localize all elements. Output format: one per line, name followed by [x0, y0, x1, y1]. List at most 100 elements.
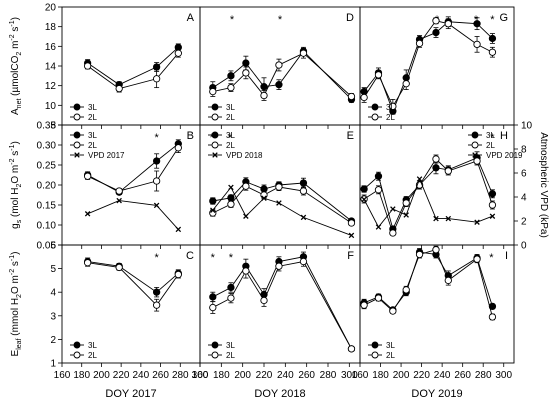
legend-marker — [73, 351, 81, 359]
vpd-marker — [474, 219, 480, 225]
panel-letter: I — [505, 250, 508, 262]
y-axis-label-anet: Anet (µmolCO2 m-2 s-1) — [9, 17, 23, 115]
marker-2L — [299, 187, 308, 195]
panel-letter: E — [347, 130, 354, 142]
marker-3L — [488, 34, 497, 43]
marker-2L — [227, 83, 235, 92]
vpd-tick-label: 4 — [521, 193, 527, 204]
marker-2L — [347, 345, 356, 353]
legend-marker — [211, 103, 219, 111]
legend-marker — [371, 351, 379, 359]
vpd-tick-label: 6 — [521, 169, 527, 180]
significance-star: * — [490, 132, 495, 144]
legend-label: 2L — [88, 113, 97, 122]
significance-star: * — [154, 132, 159, 144]
legend-label: 2L — [226, 351, 235, 360]
marker-2L — [115, 187, 123, 195]
marker-2L — [432, 246, 440, 254]
x-tick-label: 240 — [434, 370, 451, 381]
marker-2L — [347, 219, 356, 227]
marker-2L — [473, 157, 481, 165]
legend-marker — [371, 341, 379, 349]
vpd-marker — [390, 206, 396, 212]
y-tick-label-anet: 20 — [45, 3, 57, 14]
legend-marker — [73, 341, 81, 349]
series-line — [363, 20, 493, 108]
legend-label: 2L — [486, 141, 495, 150]
y-tick-label-gs: 0.20 — [37, 181, 57, 192]
x-tick-label: 200 — [93, 370, 110, 381]
series-line — [363, 157, 493, 231]
x-tick-label: 180 — [372, 370, 389, 381]
marker-2L — [209, 303, 217, 312]
legend-label: 3L — [226, 131, 235, 140]
panel-frame — [359, 244, 515, 364]
marker-2L — [174, 144, 182, 152]
vpd-marker — [261, 195, 267, 201]
legend-label: 2L — [386, 113, 395, 122]
y-tick-label-anet: 12 — [45, 81, 57, 92]
vpd-marker — [433, 215, 439, 222]
vpd-marker — [175, 226, 182, 233]
marker-2L — [275, 262, 283, 270]
marker-3L — [488, 190, 497, 198]
legend-marker — [73, 141, 81, 149]
x-tick-label: 300 — [495, 370, 512, 381]
marker-2L — [275, 61, 283, 69]
y-tick-label-anet: 16 — [45, 42, 57, 53]
marker-3L — [432, 28, 440, 37]
legend-label: 2L — [386, 351, 395, 360]
marker-2L — [402, 199, 410, 207]
marker-2L — [209, 87, 217, 96]
marker-2L — [83, 62, 92, 70]
legend-marker — [73, 131, 81, 139]
marker-2L — [488, 313, 497, 321]
vpd-marker — [276, 200, 282, 206]
significance-star: * — [490, 14, 495, 26]
marker-3L — [227, 72, 235, 80]
series-line — [363, 177, 493, 228]
marker-2L — [360, 301, 368, 309]
legend-label: VPD 2018 — [226, 151, 263, 160]
panel-letter: D — [346, 12, 354, 24]
y-tick-label-eleaf: 3 — [50, 311, 56, 322]
significance-star: * — [278, 14, 283, 26]
marker-2L — [242, 69, 250, 77]
legend-marker-vpd — [472, 152, 478, 158]
marker-2L — [488, 48, 497, 56]
marker-2L — [115, 84, 123, 93]
y-tick-label-eleaf: 2 — [50, 335, 56, 346]
x-tick-label: 200 — [234, 370, 251, 381]
series-line — [363, 251, 493, 311]
panel-letter: B — [187, 130, 194, 142]
y-tick-label-eleaf: 4 — [50, 288, 56, 299]
legend-label: 3L — [386, 103, 395, 112]
y-tick-label-gs: 0.35 — [37, 121, 57, 132]
marker-2L — [374, 71, 383, 79]
vpd-marker — [348, 232, 355, 239]
marker-3L — [473, 20, 481, 28]
marker-2L — [473, 40, 481, 49]
series-line — [363, 249, 493, 318]
legend-label: 3L — [88, 341, 97, 350]
y-axis-label-eleaf: Eleaf (mmol H2O m-2 s-1) — [9, 252, 23, 357]
legend-marker — [371, 113, 379, 121]
legend-label: VPD 2019 — [486, 151, 523, 160]
legend-marker-vpd — [212, 152, 218, 158]
marker-2L — [83, 259, 92, 267]
marker-2L — [432, 17, 440, 25]
legend-marker — [73, 103, 81, 111]
marker-2L — [260, 91, 268, 100]
y-tick-label-gs: 0.25 — [37, 161, 57, 172]
y-tick-label-anet: 18 — [45, 22, 57, 33]
significance-star: * — [230, 14, 235, 26]
x-tick-label: 260 — [454, 370, 471, 381]
marker-2L — [347, 92, 356, 101]
marker-2L — [402, 286, 410, 294]
series-line — [87, 147, 179, 192]
x-tick-label: 220 — [256, 370, 273, 381]
x-tick-label: 260 — [298, 370, 315, 381]
legend-label: 2L — [88, 351, 97, 360]
x-tick-label: 180 — [213, 370, 230, 381]
